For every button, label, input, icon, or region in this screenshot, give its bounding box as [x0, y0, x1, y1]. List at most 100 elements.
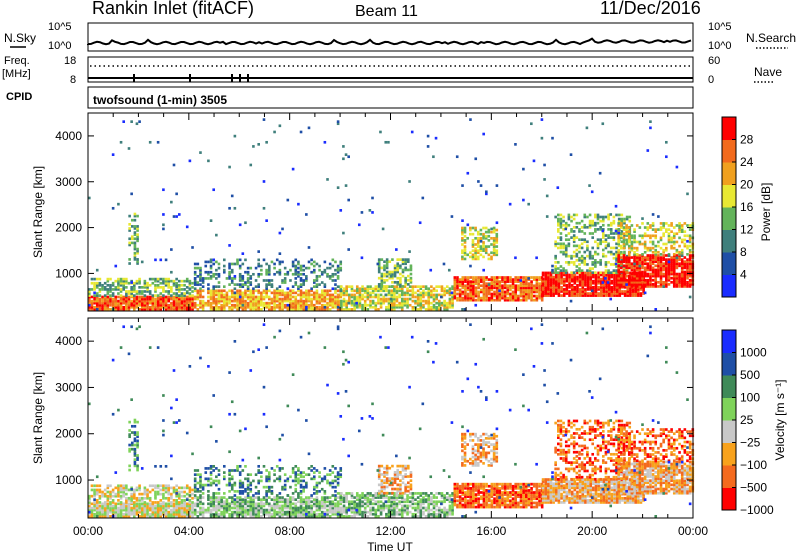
velocity-cell — [204, 509, 207, 512]
power-cell — [557, 247, 560, 250]
power-cell — [390, 275, 393, 278]
power-cell — [689, 249, 692, 252]
power-cell — [641, 243, 644, 246]
power-cell — [117, 278, 120, 281]
power-cell — [215, 277, 218, 280]
power-cell — [96, 278, 99, 281]
power-cell — [480, 289, 483, 292]
power-cell — [662, 254, 665, 257]
power-cell — [276, 259, 279, 262]
power-cell — [485, 276, 488, 279]
velocity-cell — [231, 484, 234, 487]
power-cell — [263, 207, 266, 210]
power-cell — [641, 285, 644, 288]
power-cell — [474, 237, 477, 240]
power-cell — [332, 294, 335, 297]
power-cell — [665, 155, 668, 158]
power-cell — [249, 281, 252, 284]
power-cell — [332, 273, 335, 276]
power-cell — [134, 231, 137, 234]
power-cell — [402, 285, 405, 288]
velocity-cell — [202, 502, 205, 505]
power-cell — [668, 258, 671, 261]
power-cell — [284, 292, 287, 295]
power-cell — [620, 271, 623, 274]
power-cell — [684, 239, 687, 242]
power-cell — [326, 267, 329, 270]
power-cell — [625, 275, 628, 278]
power-cell — [621, 218, 624, 221]
power-cell — [480, 233, 483, 236]
power-cell — [310, 298, 313, 301]
velocity-cell — [218, 488, 221, 491]
power-cell — [652, 241, 655, 244]
power-cell — [96, 282, 99, 285]
power-cell — [668, 261, 671, 264]
power-cell — [560, 269, 563, 272]
velocity-cell — [218, 469, 221, 472]
power-cell — [602, 224, 605, 227]
power-cell — [244, 271, 247, 274]
velocity-cell — [215, 496, 218, 499]
velocity-cell — [308, 511, 311, 514]
power-cell — [684, 243, 687, 246]
velocity-cell — [210, 477, 213, 480]
power-cell — [441, 302, 444, 305]
power-cell — [204, 302, 207, 305]
power-cell — [482, 256, 485, 259]
power-cell — [557, 267, 560, 270]
power-cell — [480, 237, 483, 240]
power-cell — [609, 298, 612, 301]
power-cell — [263, 296, 266, 299]
y-tick-label: 2000 — [55, 221, 82, 235]
power-cell — [678, 222, 681, 225]
power-cell — [464, 284, 467, 287]
power-cell — [141, 296, 144, 299]
velocity-cell — [289, 496, 292, 499]
power-cell — [446, 302, 449, 305]
power-cell — [157, 284, 160, 287]
power-cell — [522, 199, 525, 202]
velocity-cell — [197, 511, 200, 514]
cpid-row: CPID twofsound (1-min) 3505 — [6, 87, 693, 108]
power-cell — [560, 265, 563, 268]
power-cell — [633, 247, 636, 250]
power-cell — [610, 222, 613, 225]
power-cell — [120, 288, 123, 291]
power-cell — [398, 294, 401, 297]
power-cell — [493, 291, 496, 294]
power-cell — [625, 279, 628, 282]
power-cell — [255, 267, 258, 270]
power-cell — [358, 223, 361, 226]
power-cell — [318, 306, 321, 309]
power-cell — [474, 243, 477, 246]
power-cell — [615, 247, 618, 250]
power-cell — [654, 269, 657, 272]
power-cell — [377, 294, 380, 297]
power-cell — [427, 287, 430, 290]
power-cell — [514, 256, 517, 259]
power-cell — [477, 231, 480, 234]
power-cell — [412, 306, 415, 309]
velocity-cell — [125, 497, 128, 500]
power-cell — [538, 276, 541, 279]
power-cell — [197, 304, 200, 307]
power-cell — [136, 248, 139, 251]
power-cell — [676, 249, 679, 252]
power-cell — [623, 218, 626, 221]
power-cell — [562, 267, 565, 270]
power-cell — [409, 289, 412, 292]
velocity-cell — [117, 502, 120, 505]
power-cell — [194, 287, 197, 290]
power-cell — [215, 261, 218, 264]
power-cell — [273, 267, 276, 270]
power-cell — [186, 296, 189, 299]
velocity-cell — [133, 501, 136, 504]
power-cell — [469, 227, 472, 230]
power-cell — [425, 308, 428, 311]
power-cell — [170, 286, 173, 289]
power-cell — [279, 261, 282, 264]
power-cell — [678, 273, 681, 276]
power-cell — [488, 245, 491, 248]
power-cell — [337, 285, 340, 288]
